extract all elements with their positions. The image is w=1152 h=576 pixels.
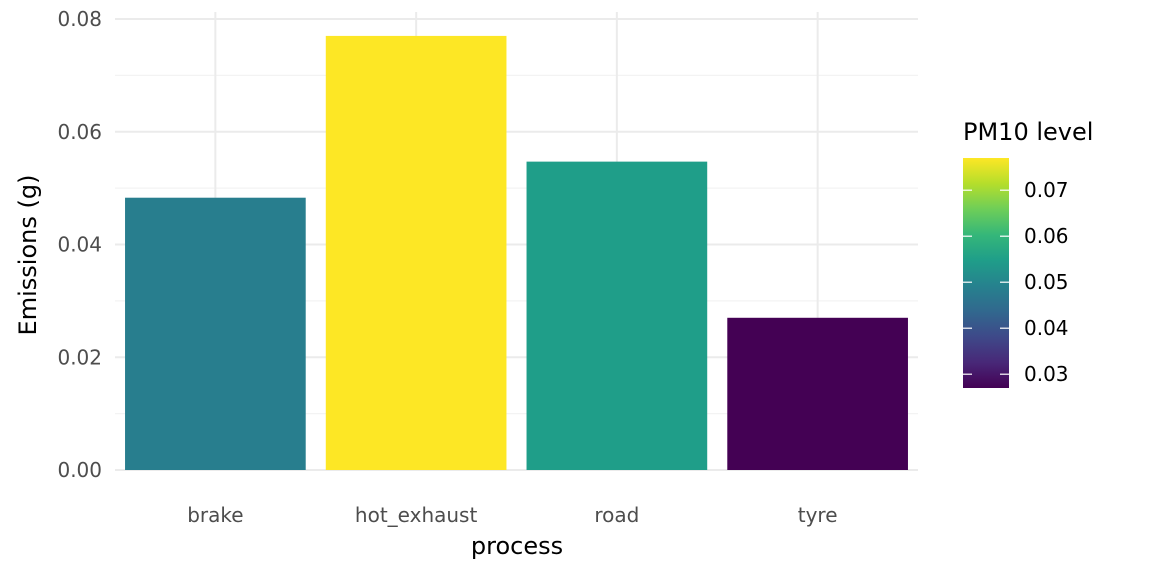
bar-hot_exhaust: [326, 36, 507, 470]
y-tick-label: 0.06: [57, 120, 102, 144]
x-tick-label: tyre: [798, 503, 838, 527]
legend-tick-label: 0.03: [1024, 362, 1069, 386]
legend-tick-label: 0.04: [1024, 316, 1069, 340]
legend-colorbar: [963, 158, 1009, 388]
legend-tick-label: 0.06: [1024, 224, 1069, 248]
x-tick-label: hot_exhaust: [355, 503, 478, 527]
bars: [125, 36, 908, 470]
legend-title: PM10 level: [963, 118, 1093, 146]
bar-road: [527, 162, 708, 470]
x-axis-title: process: [471, 532, 563, 560]
x-tick-label: brake: [187, 503, 243, 527]
y-tick-label: 0.04: [57, 233, 102, 257]
legend-tick-label: 0.07: [1024, 178, 1069, 202]
y-axis-title: Emissions (g): [14, 175, 42, 336]
y-axis-ticks: 0.00 0.02 0.04 0.06 0.08: [57, 7, 102, 482]
bar-brake: [125, 198, 306, 470]
legend: PM10 level 0.03 0.04 0.05 0.06 0.07: [963, 118, 1093, 388]
x-axis-ticks: brake hot_exhaust road tyre: [187, 503, 837, 527]
y-tick-label: 0.00: [57, 458, 102, 482]
bar-tyre: [727, 318, 908, 470]
x-tick-label: road: [594, 503, 639, 527]
y-tick-label: 0.02: [57, 345, 102, 369]
y-tick-label: 0.08: [57, 7, 102, 31]
legend-tick-label: 0.05: [1024, 270, 1069, 294]
